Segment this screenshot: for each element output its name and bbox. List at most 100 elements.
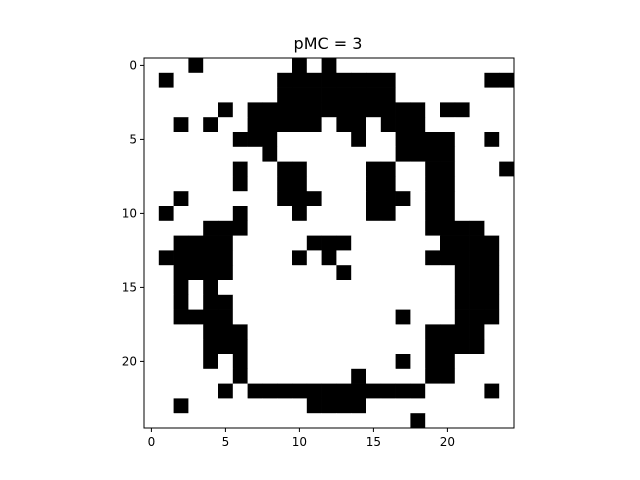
heatmap-cell bbox=[188, 102, 204, 118]
heatmap-cell bbox=[380, 117, 396, 133]
heatmap-cell bbox=[203, 398, 219, 414]
heatmap-cell bbox=[173, 161, 189, 177]
heatmap-cell bbox=[336, 72, 352, 88]
heatmap-cell bbox=[499, 102, 515, 118]
heatmap-cell bbox=[321, 58, 337, 74]
heatmap-cell bbox=[469, 132, 485, 148]
heatmap-cell bbox=[247, 294, 263, 310]
y-tick-label: 15 bbox=[122, 280, 137, 294]
heatmap-cell bbox=[366, 324, 382, 340]
heatmap-cell bbox=[247, 280, 263, 296]
heatmap-cell bbox=[277, 413, 293, 429]
heatmap-cell bbox=[425, 265, 441, 281]
heatmap-cell bbox=[188, 250, 204, 266]
heatmap-cell bbox=[203, 191, 219, 207]
heatmap-cell bbox=[440, 250, 456, 266]
y-tick-label: 20 bbox=[122, 354, 137, 368]
x-tick-label: 10 bbox=[292, 435, 307, 449]
heatmap-cell bbox=[499, 398, 515, 414]
heatmap-cell bbox=[351, 102, 367, 118]
heatmap-cell bbox=[336, 191, 352, 207]
heatmap-cell bbox=[454, 220, 470, 236]
heatmap-cell bbox=[232, 87, 248, 103]
heatmap-cell bbox=[292, 206, 308, 222]
heatmap-cell bbox=[499, 265, 515, 281]
heatmap-cell bbox=[351, 413, 367, 429]
heatmap-cell bbox=[321, 87, 337, 103]
heatmap-cell bbox=[292, 383, 308, 399]
heatmap-cell bbox=[218, 132, 234, 148]
heatmap-cell bbox=[247, 58, 263, 74]
heatmap-cell bbox=[469, 383, 485, 399]
heatmap-cell bbox=[144, 250, 160, 266]
heatmap-cell bbox=[321, 324, 337, 340]
heatmap-cell bbox=[351, 132, 367, 148]
heatmap-cell bbox=[469, 161, 485, 177]
heatmap-cell bbox=[232, 265, 248, 281]
heatmap-cell bbox=[144, 309, 160, 325]
x-tick-label: 20 bbox=[440, 435, 455, 449]
heatmap-cell bbox=[484, 117, 500, 133]
heatmap-cell bbox=[247, 132, 263, 148]
heatmap-cell bbox=[188, 280, 204, 296]
heatmap-cell bbox=[395, 280, 411, 296]
heatmap-cell bbox=[425, 235, 441, 251]
heatmap-cell bbox=[351, 161, 367, 177]
heatmap-cell bbox=[247, 72, 263, 88]
heatmap-cell bbox=[469, 146, 485, 162]
heatmap-cell bbox=[425, 383, 441, 399]
heatmap-cell bbox=[395, 206, 411, 222]
x-axis: 0 5 10 15 20 bbox=[148, 428, 455, 449]
heatmap-cell bbox=[336, 265, 352, 281]
heatmap-cell bbox=[321, 176, 337, 192]
heatmap-cell bbox=[144, 324, 160, 340]
heatmap-cell bbox=[380, 250, 396, 266]
heatmap-cell bbox=[158, 206, 174, 222]
heatmap-cell bbox=[351, 398, 367, 414]
heatmap-cell bbox=[158, 87, 174, 103]
heatmap-cell bbox=[188, 413, 204, 429]
heatmap-cell bbox=[395, 339, 411, 355]
heatmap-cell bbox=[366, 413, 382, 429]
heatmap-cell bbox=[144, 265, 160, 281]
heatmap-cell bbox=[277, 161, 293, 177]
heatmap-cell bbox=[292, 102, 308, 118]
heatmap-cell bbox=[203, 161, 219, 177]
heatmap-cell bbox=[277, 398, 293, 414]
heatmap-cell bbox=[425, 413, 441, 429]
heatmap-cell bbox=[158, 176, 174, 192]
heatmap-cell bbox=[469, 220, 485, 236]
heatmap-cells bbox=[144, 58, 515, 429]
heatmap-cell bbox=[499, 294, 515, 310]
heatmap-cell bbox=[306, 206, 322, 222]
heatmap-cell bbox=[173, 87, 189, 103]
heatmap-cell bbox=[188, 339, 204, 355]
heatmap-cell bbox=[395, 132, 411, 148]
heatmap-cell bbox=[454, 235, 470, 251]
heatmap-cell bbox=[247, 87, 263, 103]
heatmap-cell bbox=[336, 354, 352, 370]
heatmap-cell bbox=[336, 294, 352, 310]
heatmap-cell bbox=[484, 250, 500, 266]
heatmap-cell bbox=[425, 250, 441, 266]
heatmap-cell bbox=[395, 235, 411, 251]
heatmap-cell bbox=[469, 250, 485, 266]
heatmap-cell bbox=[158, 280, 174, 296]
heatmap-cell bbox=[366, 339, 382, 355]
heatmap-cell bbox=[351, 294, 367, 310]
heatmap-cell bbox=[262, 398, 278, 414]
heatmap-cell bbox=[380, 191, 396, 207]
heatmap-cell bbox=[218, 58, 234, 74]
heatmap-cell bbox=[499, 250, 515, 266]
heatmap-cell bbox=[218, 339, 234, 355]
heatmap-cell bbox=[440, 324, 456, 340]
heatmap-cell bbox=[158, 102, 174, 118]
heatmap-cell bbox=[218, 265, 234, 281]
heatmap-cell bbox=[440, 398, 456, 414]
heatmap-cell bbox=[425, 102, 441, 118]
heatmap-cell bbox=[173, 368, 189, 384]
heatmap-cell bbox=[277, 368, 293, 384]
heatmap-cell bbox=[410, 354, 426, 370]
heatmap-cell bbox=[336, 102, 352, 118]
heatmap-cell bbox=[440, 72, 456, 88]
